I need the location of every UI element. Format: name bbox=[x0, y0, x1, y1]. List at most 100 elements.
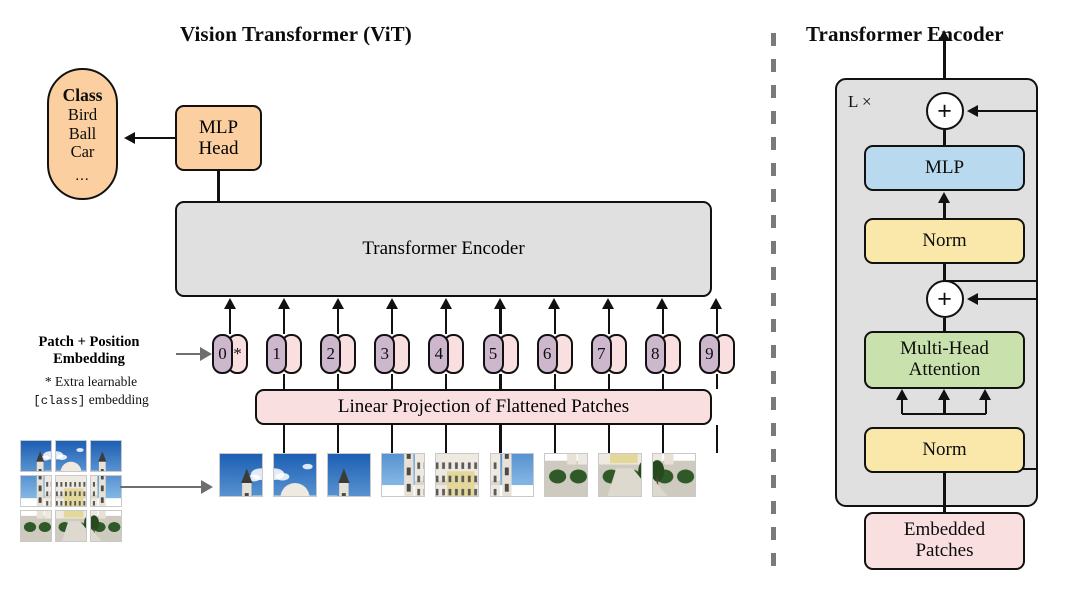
pp-label-line2: Embedding bbox=[53, 351, 125, 368]
token-3-to-encoder-arrowhead bbox=[385, 298, 398, 309]
token-4-to-encoder-line bbox=[445, 309, 448, 334]
token-2-to-encoder-line bbox=[337, 309, 340, 334]
token-3-index-cell: 3 bbox=[374, 334, 396, 374]
token-2-to-encoder-arrowhead bbox=[331, 298, 344, 309]
token-9-index-cell: 9 bbox=[698, 334, 720, 374]
panel-divider bbox=[771, 33, 776, 570]
image-to-patches-arrowhead bbox=[201, 480, 213, 495]
flattened-patch-9 bbox=[651, 453, 696, 497]
mha-input-line-right bbox=[984, 399, 987, 414]
patch-4-to-linear-projection-line bbox=[445, 425, 448, 453]
mha-label-line2: Attention bbox=[908, 359, 981, 380]
page-title-vit: Vision Transformer (ViT) bbox=[180, 22, 412, 46]
flattened-patch-8 bbox=[597, 453, 642, 497]
token-7-to-linear-projection-line bbox=[607, 374, 610, 389]
norm-bottom-label: Norm bbox=[922, 438, 967, 460]
source-patch-r1-c1 bbox=[55, 475, 87, 507]
mlp-head-label-line1: MLP bbox=[198, 116, 239, 138]
mha-input-arrowhead-right bbox=[979, 389, 992, 400]
mlp-head-to-encoder-line bbox=[217, 171, 220, 203]
multi-head-attention-block: Multi-Head Attention bbox=[864, 331, 1025, 389]
plus-bottom-to-norm-line bbox=[943, 264, 946, 281]
source-patch-r0-c2 bbox=[90, 440, 122, 472]
linear-projection-block: Linear Projection of Flattened Patches bbox=[255, 389, 712, 425]
source-patch-r1-c2 bbox=[90, 475, 122, 507]
source-patch-r2-c0 bbox=[20, 510, 52, 542]
token-3-to-linear-projection-line bbox=[391, 374, 394, 389]
mlp-head-to-class-arrowhead bbox=[124, 131, 135, 144]
mlp-block: MLP bbox=[864, 145, 1025, 191]
image-to-patches-arrow-line bbox=[120, 486, 202, 489]
token-7-to-encoder-line bbox=[607, 309, 610, 334]
transformer-encoder-label: Transformer Encoder bbox=[362, 238, 525, 260]
pp-label-arrowhead bbox=[200, 346, 212, 361]
flattened-patch-1 bbox=[219, 453, 263, 497]
mha-to-plus-line bbox=[943, 318, 946, 332]
mha-label-line1: Multi-Head bbox=[900, 338, 989, 360]
source-patch-r2-c2 bbox=[90, 510, 122, 542]
patch-5-to-linear-projection-line bbox=[499, 425, 502, 453]
patch-7-to-linear-projection-line bbox=[607, 425, 610, 453]
class-item-car: Car bbox=[70, 142, 95, 162]
mlp-to-plus-line bbox=[943, 130, 946, 146]
class-ellipsis: ... bbox=[75, 167, 90, 184]
flattened-patch-5 bbox=[435, 453, 480, 497]
token-0-to-encoder-line bbox=[228, 309, 232, 334]
token-4-index-cell: 4 bbox=[428, 334, 450, 374]
mlp-head-label-line2: Head bbox=[198, 138, 239, 159]
residual-add-top: + bbox=[925, 92, 964, 130]
flattened-patch-2 bbox=[273, 453, 318, 497]
patch-position-embedding-label: Patch + Position Embedding bbox=[8, 334, 170, 368]
residual-bottom-arrowhead bbox=[967, 292, 978, 305]
class-item-ball: Ball bbox=[68, 123, 97, 143]
token-3-to-encoder-line bbox=[391, 309, 394, 334]
token-2-to-linear-projection-line bbox=[337, 374, 340, 389]
token-6-to-encoder-arrowhead bbox=[548, 298, 561, 309]
patch-3-to-linear-projection-line bbox=[391, 425, 394, 453]
flattened-patch-7 bbox=[543, 453, 588, 497]
token-2-index-cell: 2 bbox=[320, 334, 342, 374]
token-9-to-encoder-arrowhead bbox=[710, 298, 723, 309]
token-8-index-cell: 8 bbox=[644, 334, 666, 374]
residual-bottom-vertical bbox=[1035, 298, 1038, 470]
token-7-index-cell: 7 bbox=[590, 334, 612, 374]
token-9-to-encoder-line bbox=[715, 309, 718, 334]
mlp-head-to-class-line bbox=[135, 136, 175, 140]
mha-input-arrowhead-left bbox=[895, 389, 908, 400]
mlp-block-label: MLP bbox=[924, 156, 965, 178]
token-5-to-encoder-arrowhead bbox=[494, 298, 506, 309]
residual-add-bottom: + bbox=[925, 280, 964, 318]
token-5-index-cell: 5 bbox=[482, 334, 504, 374]
extra-note-line2: [class] embedding bbox=[8, 391, 174, 409]
pp-label-line1: Patch + Position bbox=[38, 334, 140, 350]
patch-2-to-linear-projection-line bbox=[337, 425, 340, 453]
class-item-bird: Bird bbox=[67, 105, 98, 125]
plus-symbol-bottom: + bbox=[937, 284, 952, 313]
encoder-output-line bbox=[943, 34, 946, 80]
mha-input-fanout bbox=[902, 413, 986, 416]
token-4-to-linear-projection-line bbox=[445, 374, 448, 389]
source-patch-r2-c1 bbox=[55, 510, 87, 542]
residual-top-vertical bbox=[1035, 110, 1038, 282]
residual-top-horizontal bbox=[978, 109, 1038, 113]
norm-bottom-block: Norm bbox=[864, 427, 1025, 473]
token-0-to-encoder-arrowhead bbox=[223, 298, 236, 309]
flattened-patch-6 bbox=[489, 453, 534, 497]
embedded-patches-line2: Patches bbox=[915, 540, 974, 561]
residual-top-pickup bbox=[943, 280, 1038, 283]
patch-9-to-linear-projection-line bbox=[715, 425, 718, 453]
token-6-index-cell: 6 bbox=[536, 334, 558, 374]
mha-input-arrowhead-center bbox=[938, 389, 950, 400]
residual-top-arrowhead bbox=[967, 104, 978, 117]
token-1-to-encoder-line bbox=[283, 309, 286, 334]
token-8-to-encoder-line bbox=[661, 309, 664, 334]
plus-symbol-top: + bbox=[937, 96, 952, 125]
extra-note-line1: * Extra learnable bbox=[44, 374, 138, 389]
mlp-head-block: MLP Head bbox=[175, 105, 262, 171]
token-5-to-encoder-line bbox=[499, 309, 502, 334]
patch-6-to-linear-projection-line bbox=[553, 425, 556, 453]
residual-bottom-horizontal bbox=[978, 297, 1038, 301]
flattened-patch-4 bbox=[381, 453, 426, 497]
norm-top-label: Norm bbox=[922, 229, 967, 251]
